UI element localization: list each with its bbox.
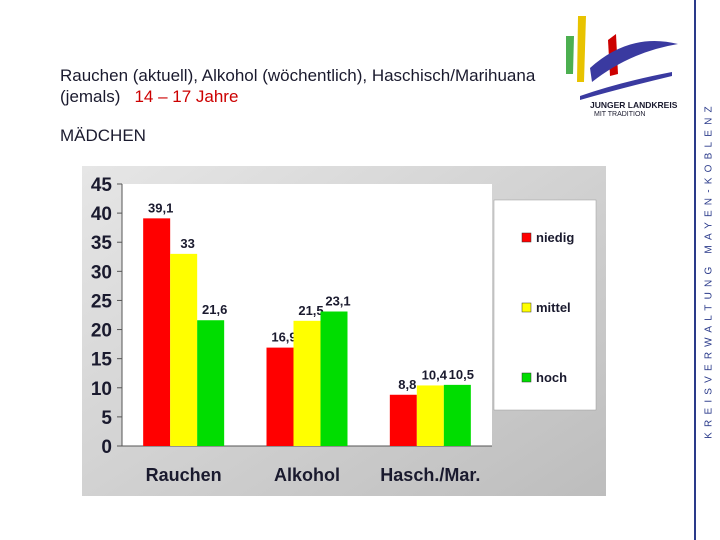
bar-hoch-0: [197, 320, 225, 446]
data-label: 16,9: [271, 330, 296, 345]
county-logo-icon: JUNGER LANDKREIS MIT TRADITION: [566, 16, 678, 118]
legend-label-niedig: niedig: [536, 230, 574, 245]
legend-box: [493, 199, 597, 411]
legend-swatch-hoch: [521, 372, 532, 383]
title-jemals: (jemals): [60, 87, 121, 106]
data-label: 10,4: [422, 367, 448, 382]
bar-chart: 0 5 10 15 20 25 30 35 40 45 39,1 33 21,6 Rauchen 16,9…: [82, 166, 606, 496]
chart-subtitle: MÄDCHEN: [60, 126, 146, 145]
data-label: 10,5: [449, 367, 474, 382]
bar-niedig-2: [389, 394, 417, 446]
data-label: 23,1: [325, 294, 350, 309]
legend-swatch-mittel: [521, 302, 532, 313]
chart-title-line2: (jemals) 14 – 17 Jahre: [60, 87, 238, 107]
logo-text-line2: MIT TRADITION: [594, 111, 645, 118]
sidebar-text: KREISVERWALTUNG MAYEN-KOBLENZ: [703, 101, 715, 439]
bar-mittel-0: [170, 253, 198, 446]
category-label: Rauchen: [146, 465, 222, 485]
data-label: 33: [180, 236, 194, 251]
bar-mittel-2: [416, 385, 444, 446]
bar-mittel-1: [293, 320, 321, 446]
y-tick-label: 25: [91, 291, 113, 312]
legend-swatch-niedig: [521, 232, 532, 243]
age-range: 14 – 17 Jahre: [134, 87, 239, 106]
bar-niedig-1: [266, 347, 294, 446]
logo-text-line1: JUNGER LANDKREIS: [590, 100, 678, 110]
data-label: 21,5: [298, 303, 323, 318]
y-tick-label: 45: [91, 175, 113, 196]
data-label: 39,1: [148, 200, 173, 215]
chart-title-line1: Rauchen (aktuell), Alkohol (wöchentlich)…: [60, 66, 536, 85]
bar-hoch-2: [443, 384, 471, 446]
bar-hoch-1: [320, 311, 348, 446]
y-tick-label: 15: [91, 350, 113, 371]
y-tick-label: 40: [91, 204, 112, 225]
y-tick-label: 30: [91, 262, 112, 283]
y-tick-label: 0: [101, 437, 112, 458]
category-label: Hasch./Mar.: [380, 465, 480, 485]
y-tick-label: 20: [91, 321, 112, 342]
category-label: Alkohol: [274, 465, 340, 485]
data-label: 21,6: [202, 302, 227, 317]
y-tick-label: 35: [91, 233, 113, 254]
bar-niedig-0: [143, 218, 171, 446]
y-tick-label: 10: [91, 379, 112, 400]
sidebar-banner: KREISVERWALTUNG MAYEN-KOBLENZ: [694, 0, 720, 540]
y-tick-label: 5: [101, 408, 112, 429]
legend-label-hoch: hoch: [536, 370, 567, 385]
legend-label-mittel: mittel: [536, 300, 571, 315]
data-label: 8,8: [398, 377, 416, 392]
